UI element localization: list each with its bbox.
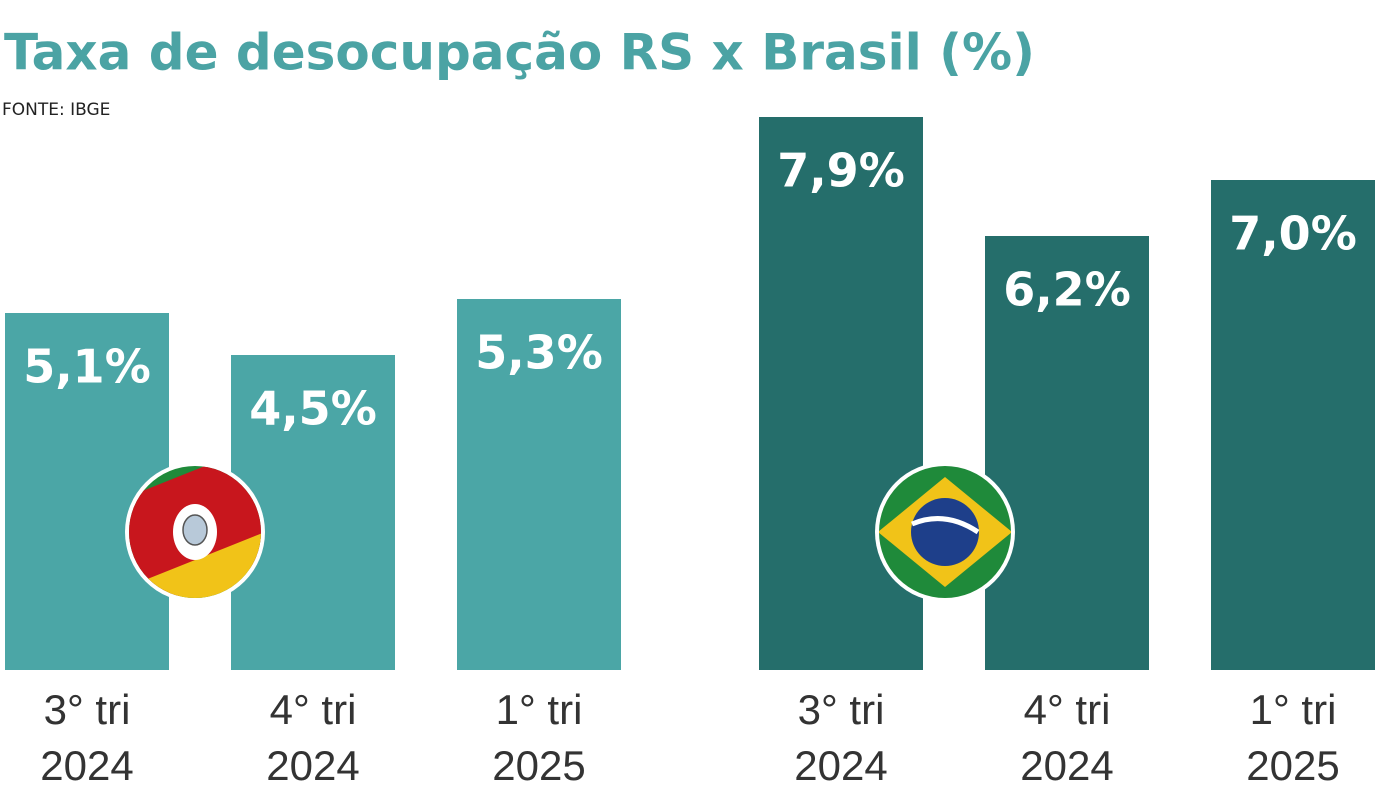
value-label: 5,1% bbox=[23, 340, 151, 394]
value-label: 7,0% bbox=[1229, 207, 1357, 261]
x-tick-label: 2024 bbox=[266, 742, 359, 789]
bar bbox=[457, 299, 621, 670]
x-tick-label: 4° tri bbox=[1024, 686, 1111, 733]
x-tick-label: 3° tri bbox=[798, 686, 885, 733]
rs-flag bbox=[125, 462, 265, 602]
x-tick-label: 2025 bbox=[1246, 742, 1339, 789]
x-tick-label: 2024 bbox=[1020, 742, 1113, 789]
value-label: 4,5% bbox=[249, 382, 377, 436]
x-tick-label: 2025 bbox=[492, 742, 585, 789]
x-tick-label: 2024 bbox=[40, 742, 133, 789]
value-label: 6,2% bbox=[1003, 263, 1131, 317]
bar bbox=[759, 117, 923, 670]
bar bbox=[1211, 180, 1375, 670]
brazil-flag bbox=[875, 462, 1015, 602]
plot: 5,1% 3° tri 2024 4,5% 4° tri 2024 5,3% 1° tri 20… bbox=[5, 117, 1375, 789]
x-tick-label: 1° tri bbox=[496, 686, 583, 733]
x-tick-label: 2024 bbox=[794, 742, 887, 789]
bar bbox=[985, 236, 1149, 670]
x-tick-label: 1° tri bbox=[1250, 686, 1337, 733]
chart-title: Taxa de desocupação RS x Brasil (%) bbox=[4, 24, 1035, 82]
chart-subtitle: FONTE: IBGE bbox=[2, 100, 110, 120]
value-label: 7,9% bbox=[777, 144, 905, 198]
x-tick-label: 4° tri bbox=[270, 686, 357, 733]
value-label: 5,3% bbox=[475, 326, 603, 380]
x-tick-label: 3° tri bbox=[44, 686, 131, 733]
